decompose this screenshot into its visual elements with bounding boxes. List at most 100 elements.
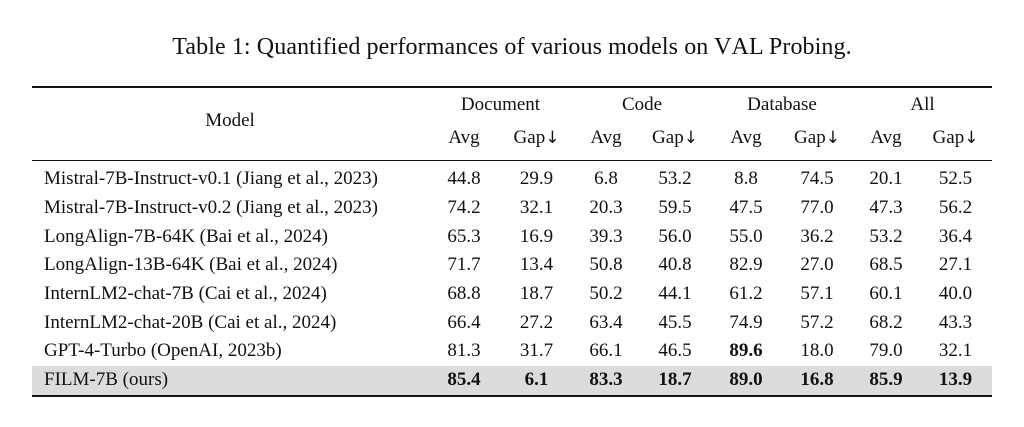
value-cell: 27.1 <box>938 254 973 276</box>
value-cell: 27.2 <box>519 311 554 333</box>
value-cell: 32.1 <box>519 197 554 219</box>
value-cell: 66.4 <box>447 311 481 333</box>
value-cell: 85.4 <box>447 369 481 391</box>
model-cell: FILM-7B (ours) <box>44 369 169 391</box>
value-cell: 81.3 <box>447 340 481 362</box>
value-cell: 13.4 <box>519 254 554 276</box>
value-cell: 60.1 <box>869 283 903 305</box>
value-cell: 20.1 <box>869 168 903 190</box>
value-cell: 66.1 <box>589 340 623 362</box>
top-rule <box>32 86 992 88</box>
table-row: LongAlign-13B-64K (Bai et al., 2024) 71.7… <box>32 251 992 280</box>
table-row: Mistral-7B-Instruct-v0.2 (Jiang et al., … <box>32 194 992 223</box>
value-cell: 68.5 <box>869 254 903 276</box>
value-cell: 52.5 <box>938 168 973 190</box>
results-table: Model Document Code Database All Avg Gap… <box>32 86 992 397</box>
value-cell: 20.3 <box>589 197 623 219</box>
value-cell: 13.9 <box>938 369 973 391</box>
value-cell: 16.9 <box>519 225 554 247</box>
value-cell: 79.0 <box>869 340 903 362</box>
group-header-document: Document <box>460 94 541 115</box>
table-row: InternLM2-chat-20B (Cai et al., 2024) 66.… <box>32 308 992 337</box>
value-cell: 45.5 <box>658 311 692 333</box>
value-cell: 40.8 <box>658 254 692 276</box>
value-cell: 56.2 <box>938 197 973 219</box>
gap-header: Gap↓ <box>513 127 560 148</box>
value-cell: 63.4 <box>589 311 623 333</box>
value-cell: 43.3 <box>938 311 973 333</box>
value-cell: 29.9 <box>519 168 554 190</box>
model-column-header: Model <box>205 110 255 131</box>
value-cell: 74.2 <box>447 197 481 219</box>
table-row: GPT-4-Turbo (OpenAI, 2023b) 81.3 31.7 66.1 4… <box>32 337 992 366</box>
avg-header: Avg <box>870 127 902 148</box>
gap-header: Gap↓ <box>932 127 979 148</box>
value-cell: 68.2 <box>869 311 903 333</box>
model-cell: Mistral-7B-Instruct-v0.2 (Jiang et al., … <box>44 197 379 219</box>
group-header-all: All <box>910 94 935 115</box>
avg-header: Avg <box>448 127 480 148</box>
value-cell: 53.2 <box>658 168 692 190</box>
model-cell: InternLM2-chat-20B (Cai et al., 2024) <box>44 311 337 333</box>
value-cell: 74.9 <box>729 311 763 333</box>
value-cell: 55.0 <box>729 225 763 247</box>
value-cell: 65.3 <box>447 225 481 247</box>
group-header-code: Code <box>621 94 663 115</box>
model-cell: Mistral-7B-Instruct-v0.1 (Jiang et al., … <box>44 168 379 190</box>
gap-header: Gap↓ <box>794 127 840 148</box>
value-cell: 47.3 <box>869 197 903 219</box>
table-row-ours: FILM-7B (ours) 85.4 6.1 83.3 18.7 89.0 1… <box>32 365 992 395</box>
value-cell: 56.0 <box>658 225 692 247</box>
model-cell: GPT-4-Turbo (OpenAI, 2023b) <box>44 340 282 362</box>
value-cell: 32.1 <box>938 340 973 362</box>
value-cell: 18.7 <box>658 369 692 391</box>
value-cell: 71.7 <box>447 254 481 276</box>
value-cell: 89.0 <box>729 369 763 391</box>
value-cell: 31.7 <box>519 340 554 362</box>
value-cell: 8.8 <box>734 168 758 190</box>
table-body: Mistral-7B-Instruct-v0.1 (Jiang et al., … <box>32 165 992 366</box>
down-arrow-icon: ↓ <box>545 128 560 148</box>
value-cell: 61.2 <box>729 283 763 305</box>
value-cell: 18.0 <box>800 340 834 362</box>
gap-header: Gap↓ <box>652 127 698 148</box>
value-cell: 44.1 <box>658 283 692 305</box>
value-cell: 27.0 <box>800 254 834 276</box>
value-cell: 46.5 <box>658 340 692 362</box>
value-cell: 50.2 <box>589 283 623 305</box>
value-cell: 74.5 <box>800 168 834 190</box>
model-cell: LongAlign-7B-64K (Bai et al., 2024) <box>44 225 328 247</box>
table-row: InternLM2-chat-7B (Cai et al., 2024) 68.8… <box>32 280 992 309</box>
value-cell: 68.8 <box>447 283 481 305</box>
down-arrow-icon: ↓ <box>964 128 979 148</box>
table-row: LongAlign-7B-64K (Bai et al., 2024) 65.3 1… <box>32 222 992 251</box>
table-header: Model Document Code Database All Avg Gap… <box>32 88 992 154</box>
group-header-database: Database <box>747 94 817 115</box>
value-cell: 57.2 <box>800 311 834 333</box>
value-cell: 44.8 <box>447 168 481 190</box>
model-cell: InternLM2-chat-7B (Cai et al., 2024) <box>44 283 327 305</box>
table-row: Mistral-7B-Instruct-v0.1 (Jiang et al., … <box>32 165 992 194</box>
value-cell: 89.6 <box>729 340 763 362</box>
value-cell: 83.3 <box>589 369 623 391</box>
value-cell: 36.2 <box>800 225 834 247</box>
value-cell: 39.3 <box>589 225 623 247</box>
value-cell: 82.9 <box>729 254 763 276</box>
value-cell: 40.0 <box>938 283 973 305</box>
value-cell: 59.5 <box>658 197 692 219</box>
mid-rule <box>32 160 992 161</box>
value-cell: 6.1 <box>524 369 549 391</box>
bottom-rule <box>32 394 992 397</box>
down-arrow-icon: ↓ <box>683 128 698 148</box>
value-cell: 47.5 <box>729 197 763 219</box>
value-cell: 16.8 <box>800 369 834 391</box>
down-arrow-icon: ↓ <box>825 128 840 148</box>
model-cell: LongAlign-13B-64K (Bai et al., 2024) <box>44 254 338 276</box>
value-cell: 18.7 <box>519 283 554 305</box>
value-cell: 6.8 <box>594 168 618 190</box>
table-caption: Table 1: Quantified performances of vari… <box>172 34 852 60</box>
value-cell: 85.9 <box>869 369 903 391</box>
avg-header: Avg <box>590 127 622 148</box>
value-cell: 50.8 <box>589 254 623 276</box>
avg-header: Avg <box>730 127 762 148</box>
